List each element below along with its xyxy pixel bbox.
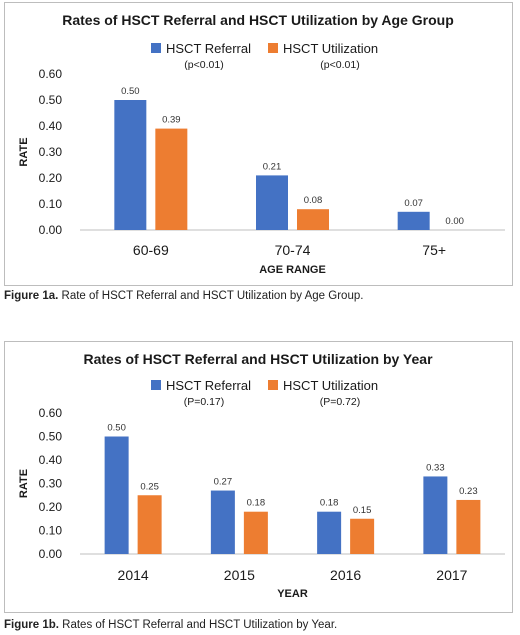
x-tick-label: 75+ — [422, 242, 446, 258]
bar-utilization-2014 — [137, 495, 162, 554]
x-tick-label: 2014 — [118, 567, 149, 583]
figure-1a-label: Figure 1a. — [4, 290, 59, 302]
data-label: 0.00 — [445, 216, 464, 227]
data-label: 0.27 — [214, 477, 233, 488]
y-tick-label: 0.60 — [39, 67, 63, 81]
y-tick-label: 0.20 — [39, 171, 63, 185]
data-label: 0.50 — [107, 423, 126, 434]
chart-age-group: Rates of HSCT Referral and HSCT Utilizat… — [4, 2, 513, 286]
y-tick-label: 0.10 — [39, 197, 63, 211]
bar-utilization-2015 — [243, 511, 268, 554]
y-tick-label: 0.60 — [39, 406, 63, 420]
figure-1b-caption: Figure 1b. Rates of HSCT Referral and HS… — [4, 619, 337, 631]
x-tick-label: 2017 — [436, 567, 467, 583]
legend-swatch-0 — [151, 380, 161, 390]
legend-label-0: HSCT Referral — [166, 378, 251, 393]
figure-1a-text: Rate of HSCT Referral and HSCT Utilizati… — [58, 290, 364, 302]
data-label: 0.39 — [162, 115, 181, 126]
p-value-0: (P=0.17) — [184, 396, 225, 408]
chart-year-svg: Rates of HSCT Referral and HSCT Utilizat… — [18, 351, 505, 600]
bar-referral-2016 — [317, 511, 342, 554]
bar-referral-2015 — [210, 490, 235, 554]
bar-utilization-70-74 — [297, 209, 329, 230]
chart-title: Rates of HSCT Referral and HSCT Utilizat… — [83, 351, 433, 367]
y-tick-label: 0.40 — [39, 119, 63, 133]
bar-referral-2014 — [104, 436, 129, 554]
legend-label-0: HSCT Referral — [166, 41, 251, 56]
chart-title: Rates of HSCT Referral and HSCT Utilizat… — [62, 12, 454, 28]
y-tick-label: 0.00 — [39, 223, 63, 237]
legend-swatch-1 — [268, 380, 278, 390]
y-tick-label: 0.20 — [39, 500, 63, 514]
x-axis-label: AGE RANGE — [259, 264, 326, 276]
data-label: 0.33 — [426, 462, 445, 473]
data-label: 0.25 — [140, 481, 159, 492]
data-label: 0.08 — [304, 195, 323, 206]
bar-referral-70-74 — [256, 175, 288, 230]
y-axis-label: RATE — [18, 469, 30, 498]
chart-year: Rates of HSCT Referral and HSCT Utilizat… — [4, 341, 513, 613]
bar-referral-60-69 — [114, 100, 147, 230]
y-tick-label: 0.10 — [39, 524, 63, 538]
x-tick-label: 60-69 — [133, 242, 169, 258]
x-axis-label: YEAR — [277, 588, 308, 600]
x-tick-label: 2015 — [224, 567, 255, 583]
p-value-1: (p<0.01) — [320, 59, 359, 71]
data-label: 0.18 — [247, 498, 266, 509]
y-axis-label: RATE — [18, 137, 30, 166]
x-tick-label: 70-74 — [275, 242, 311, 258]
data-label: 0.15 — [353, 505, 372, 516]
data-label: 0.07 — [404, 198, 423, 209]
y-tick-label: 0.50 — [39, 93, 63, 107]
bar-referral-2017 — [423, 476, 448, 554]
y-tick-label: 0.30 — [39, 145, 63, 159]
figure-1a-caption: Figure 1a. Rate of HSCT Referral and HSC… — [4, 290, 363, 302]
data-label: 0.21 — [263, 161, 282, 172]
bar-utilization-2016 — [350, 518, 375, 554]
legend-swatch-1 — [268, 43, 278, 53]
legend-swatch-0 — [151, 43, 161, 53]
p-value-1: (P=0.72) — [320, 396, 361, 408]
data-label: 0.50 — [121, 86, 140, 97]
chart-age-group-svg: Rates of HSCT Referral and HSCT Utilizat… — [18, 12, 505, 276]
bar-utilization-60-69 — [155, 128, 188, 230]
bar-referral-75+ — [397, 211, 430, 230]
y-tick-label: 0.30 — [39, 477, 63, 491]
figure-1b-label: Figure 1b. — [4, 619, 59, 631]
y-tick-label: 0.00 — [39, 547, 63, 561]
x-tick-label: 2016 — [330, 567, 361, 583]
bar-utilization-2017 — [456, 499, 481, 554]
y-tick-label: 0.50 — [39, 430, 63, 444]
figure-1b-text: Rates of HSCT Referral and HSCT Utilizat… — [58, 619, 338, 631]
y-tick-label: 0.40 — [39, 453, 63, 467]
data-label: 0.18 — [320, 498, 339, 509]
legend-label-1: HSCT Utilization — [283, 41, 378, 56]
data-label: 0.23 — [459, 486, 478, 497]
p-value-0: (p<0.01) — [184, 59, 223, 71]
legend-label-1: HSCT Utilization — [283, 378, 378, 393]
